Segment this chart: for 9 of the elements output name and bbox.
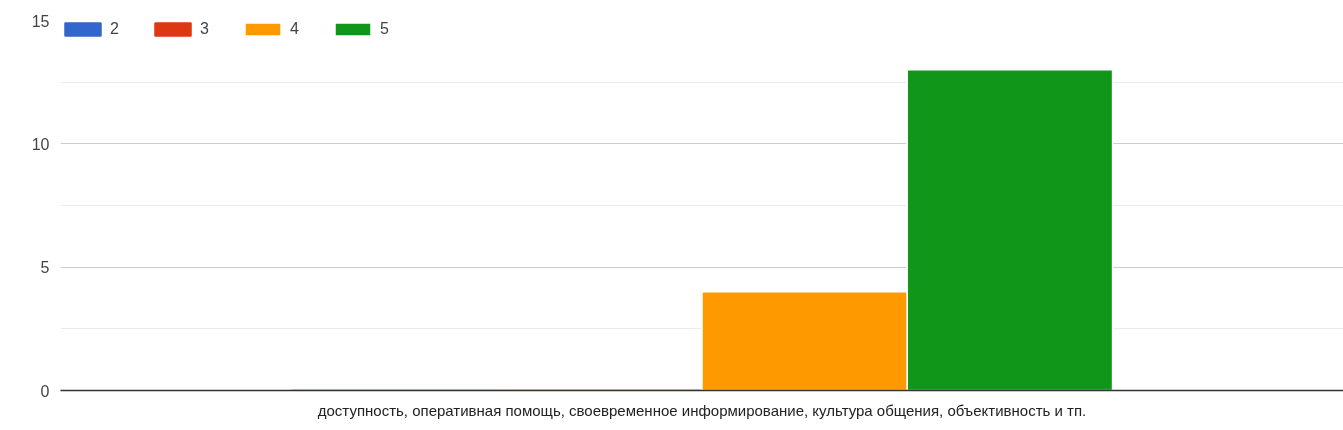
legend-label: 4	[290, 20, 300, 38]
y-tick-label: 15	[31, 12, 50, 30]
y-tick-label: 5	[40, 259, 50, 277]
legend-label: 2	[110, 20, 120, 38]
y-tick-label: 10	[31, 135, 50, 153]
y-tick-label: 0	[40, 382, 50, 400]
x-tick-label: доступность, оперативная помощь, своевременное информирование, культура общения, объективность и тп.	[317, 401, 1087, 419]
legend-label: 3	[200, 20, 210, 38]
legend-label: 5	[380, 20, 390, 38]
